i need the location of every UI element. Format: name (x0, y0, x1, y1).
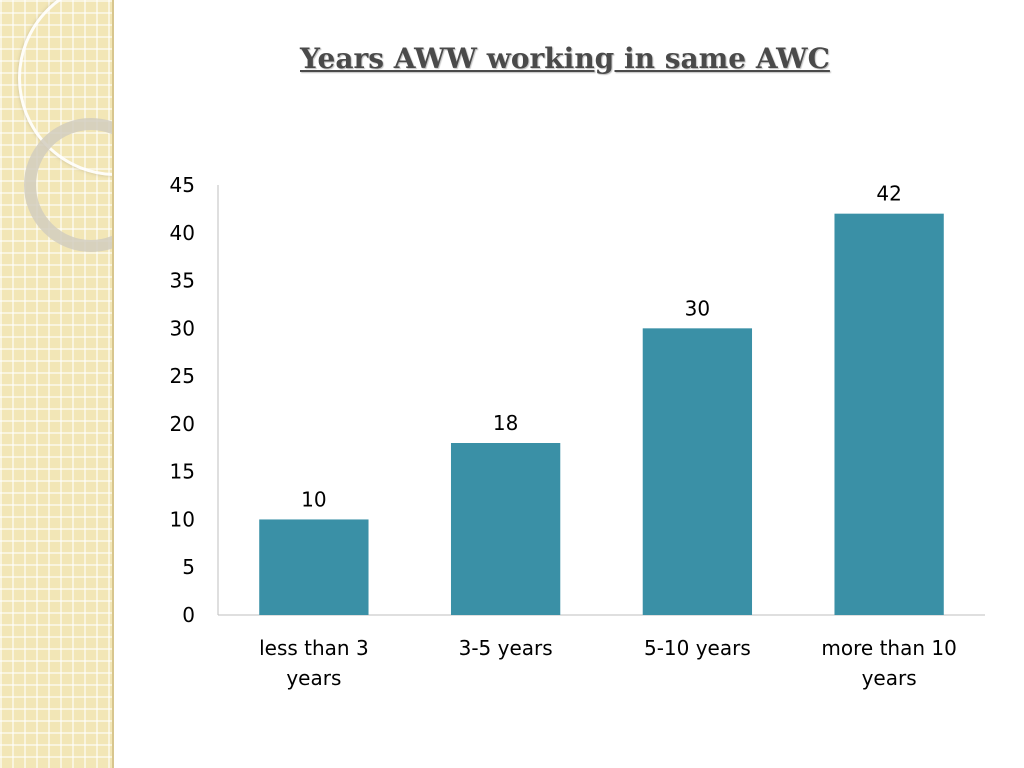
bar (642, 328, 753, 615)
y-tick-label: 25 (170, 364, 195, 388)
category-label: less than 3 years (259, 636, 369, 690)
bar (259, 519, 369, 615)
data-label: 30 (685, 296, 710, 320)
category-label: 5-10 years (644, 636, 751, 660)
category-label: more than 10 years (821, 636, 956, 690)
data-label: 10 (301, 487, 326, 511)
bar (450, 443, 561, 615)
y-tick-label: 35 (170, 269, 195, 293)
data-label: 18 (493, 411, 518, 435)
y-tick-label: 20 (170, 412, 195, 436)
y-tick-label: 40 (170, 221, 195, 245)
y-tick-label: 5 (182, 555, 195, 579)
decorative-side-strip (0, 0, 114, 768)
category-label: 3-5 years (459, 636, 553, 660)
chart-title: Years AWW working in same AWC (300, 42, 830, 75)
y-tick-label: 10 (170, 507, 195, 531)
y-tick-label: 30 (170, 316, 195, 340)
y-tick-label: 45 (170, 173, 195, 197)
y-tick-label: 0 (182, 603, 195, 627)
data-label: 42 (876, 182, 901, 206)
y-tick-label: 15 (170, 460, 195, 484)
bar (834, 213, 944, 615)
